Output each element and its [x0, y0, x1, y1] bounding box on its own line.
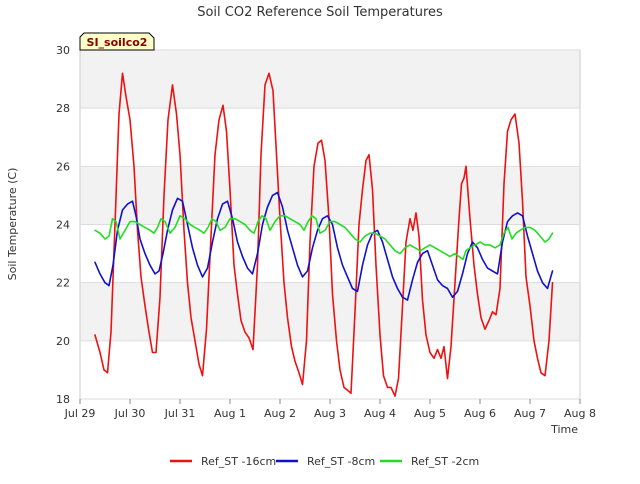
y-tick-label: 30 [56, 44, 70, 57]
plot-band [80, 340, 580, 399]
series-layer [94, 72, 554, 397]
legend-label: Ref_ST -8cm [307, 455, 375, 468]
y-tick-label: 20 [56, 335, 70, 348]
plot-band [80, 282, 580, 341]
site-badge: SI_soilco2 [79, 32, 155, 51]
site-badge-box [79, 32, 155, 51]
x-tick-label: Aug 2 [264, 407, 296, 420]
legend-label: Ref_ST -2cm [411, 455, 479, 468]
y-tick-label: 28 [56, 102, 70, 115]
plot-band [80, 108, 580, 167]
series-line-0 [94, 72, 554, 397]
x-tick-label: Aug 7 [514, 407, 546, 420]
x-axis-label: Time [550, 423, 578, 436]
x-tick-label: Aug 8 [564, 407, 596, 420]
x-tick-label: Aug 1 [214, 407, 246, 420]
y-tick-label: 24 [56, 219, 70, 232]
plot-band [80, 50, 580, 109]
series-line-2 [94, 215, 554, 261]
y-tick-label: 18 [56, 393, 70, 406]
x-tick-label: Jul 29 [64, 407, 96, 420]
legend-label: Ref_ST -16cm [201, 455, 276, 468]
x-axis: Jul 29 Jul 30 Jul 31 Aug 1 Aug 2 Aug 3 Aug 4 Au… [64, 399, 596, 420]
chart-title: Soil CO2 Reference Soil Temperatures [197, 5, 443, 20]
x-tick-label: Aug 6 [464, 407, 496, 420]
y-axis-label: Soil Temperature (C) [6, 168, 19, 281]
site-badge-label: SI_soilco2 [87, 36, 148, 49]
legend: Ref_ST -16cm Ref_ST -8cm Ref_ST -2cm [170, 455, 479, 468]
y-tick-label: 26 [56, 160, 70, 173]
x-tick-label: Aug 4 [364, 407, 396, 420]
y-tick-label: 22 [56, 277, 70, 290]
x-tick-label: Jul 30 [114, 407, 146, 420]
x-tick-label: Aug 5 [414, 407, 446, 420]
x-tick-label: Jul 31 [164, 407, 196, 420]
x-tick-label: Aug 3 [314, 407, 346, 420]
